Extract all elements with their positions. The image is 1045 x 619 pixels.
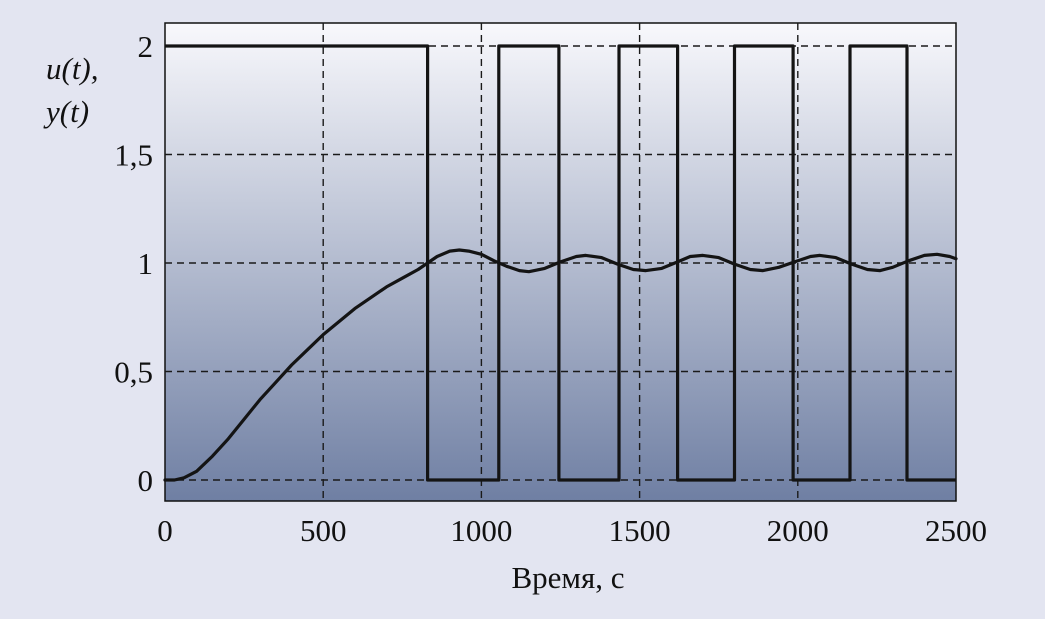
- y-tick-label-2: 1: [138, 246, 154, 281]
- y-axis-label-line1: u(t),: [46, 51, 99, 86]
- x-tick-label-0: 0: [157, 513, 173, 548]
- x-tick-label-1: 500: [300, 513, 347, 548]
- y-tick-labels: 0 0,5 1 1,5 2: [114, 29, 153, 498]
- x-axis-label: Время, с: [511, 560, 624, 595]
- x-tick-label-4: 2000: [767, 513, 829, 548]
- series-layer: [163, 44, 958, 482]
- x-tick-label-3: 1500: [609, 513, 671, 548]
- y-tick-label-3: 1,5: [114, 138, 153, 173]
- y-tick-label-1: 0,5: [114, 355, 153, 390]
- grid-lines: [165, 23, 956, 501]
- x-tick-labels: 0 500 1000 1500 2000 2500: [157, 513, 987, 548]
- y-tick-label-0: 0: [138, 463, 154, 498]
- series-line-y: [163, 248, 958, 482]
- y-axis-label-line2: y(t): [43, 94, 89, 129]
- y-tick-label-4: 2: [138, 29, 154, 64]
- x-tick-label-2: 1000: [450, 513, 512, 548]
- x-tick-label-5: 2500: [925, 513, 987, 548]
